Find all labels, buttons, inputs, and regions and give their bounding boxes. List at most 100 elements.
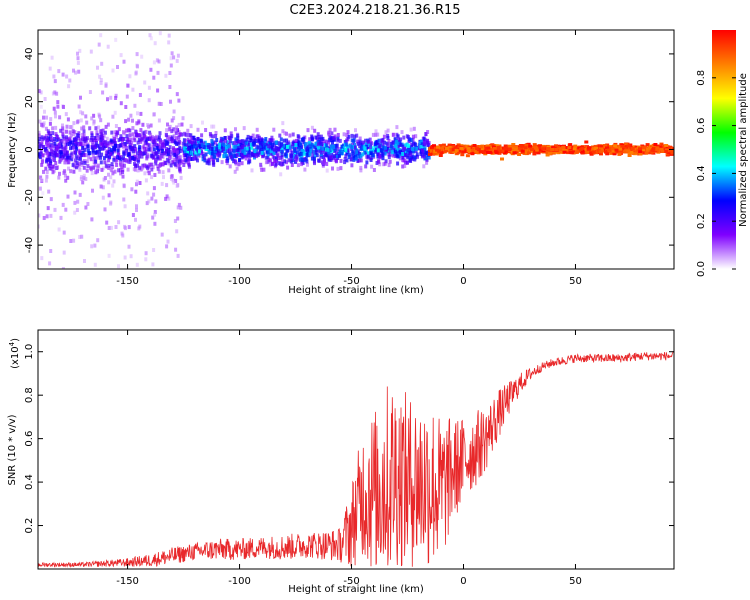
spectrogram-cell [248, 150, 252, 155]
spectrogram-cell [194, 156, 197, 161]
spectrogram-cell [169, 56, 173, 61]
spectrogram-cell [593, 144, 598, 148]
spectrogram-cell [204, 128, 208, 132]
spectrogram-cell [70, 157, 74, 162]
spectrogram-cell [125, 134, 129, 139]
spectrogram-cell [152, 60, 156, 65]
spectrogram-cell [315, 153, 319, 158]
spectrogram-cell [332, 145, 335, 149]
spectrogram-cell [71, 129, 75, 134]
spectrogram-cell [424, 150, 428, 155]
spectrogram-cell [426, 130, 430, 134]
spectrogram-cell [167, 40, 171, 45]
spectrogram-cell [116, 152, 120, 157]
spectrogram-cell [100, 141, 104, 146]
spectrogram-cell [609, 151, 614, 155]
spectrogram-cell [95, 169, 99, 174]
spectrogram-cell [221, 142, 225, 147]
spectrogram-cell [517, 146, 522, 150]
spectrogram-cell [80, 126, 84, 131]
spectrogram-cell [481, 151, 486, 154]
spectrogram-cell [179, 175, 183, 180]
spectrogram-cell [138, 181, 142, 185]
snr-multiplier-close: ) [10, 338, 21, 342]
spectrogram-cell [156, 88, 160, 93]
spectrogram-cell [368, 137, 372, 142]
spectrogram-cell [429, 146, 434, 150]
spectrogram-cell [149, 132, 153, 137]
spectrogram-cell [167, 33, 171, 38]
spectrogram-cell [668, 145, 673, 149]
spectrogram-cell [174, 127, 178, 132]
spectrogram-cell [638, 150, 643, 154]
spectrogram-cell [174, 131, 178, 136]
spectrogram-cell [59, 151, 63, 156]
spectrogram-cell [46, 162, 50, 167]
spectrogram-cell [264, 155, 268, 160]
spectrogram-cell [182, 163, 186, 167]
spectrogram-cell [132, 167, 136, 172]
spectrogram-cell [181, 159, 185, 164]
spectrogram-cell [644, 147, 649, 151]
spectrogram-cell [524, 151, 529, 155]
spectrogram-cell [128, 159, 132, 164]
spectrogram-cell [366, 154, 370, 159]
spectrogram-cell [338, 150, 342, 154]
spectrogram-cell [177, 122, 181, 127]
spectrogram-cell [64, 112, 68, 117]
spectrogram-cell [97, 136, 101, 141]
spectrogram-cell [210, 151, 214, 156]
spectrogram-cell [669, 149, 674, 153]
spectrogram-cell [49, 151, 53, 156]
spectrogram-cell [178, 132, 182, 137]
spectrogram-cell [122, 197, 126, 202]
spectrogram-cell [420, 148, 424, 153]
spectrogram-cell [299, 151, 303, 156]
spectrogram-cell [50, 166, 54, 171]
spectrogram-cell [173, 280, 176, 284]
spectrogram-cell [283, 131, 287, 136]
spectrogram-cell [403, 153, 407, 157]
spectrogram-cell [57, 137, 61, 142]
spectrogram-cell [54, 161, 58, 166]
spectrogram-cell [165, 135, 169, 140]
spectrogram-cell [106, 97, 109, 102]
spectrogram-cell [140, 54, 144, 59]
spectrogram-cell [57, 175, 61, 180]
spectrogram-cell [49, 155, 53, 160]
spectrogram-cell [135, 52, 139, 57]
spectrogram-cell [69, 133, 73, 138]
spectrogram-cell [137, 120, 141, 125]
spectrogram-cell [38, 186, 42, 191]
spectrogram-cell [69, 169, 73, 174]
spectrogram-cell [46, 138, 49, 143]
spectrogram-cell [110, 130, 114, 135]
spectrogram-cell [160, 181, 164, 186]
spectrogram-cell [175, 229, 179, 234]
spectrogram-cell [152, 248, 156, 252]
spectrogram-cell [49, 131, 53, 136]
spectrogram-cell [176, 141, 180, 146]
spectrogram-cell [139, 111, 143, 116]
spectrogram-cell [38, 89, 41, 93]
spectrogram-cell [59, 128, 63, 133]
spectrogram-cell [176, 253, 180, 258]
spectrogram-cell [379, 148, 383, 153]
spectrogram-cell [48, 66, 52, 71]
spectrogram-cell [119, 155, 123, 160]
spectrogram-cell [342, 132, 346, 137]
spectrogram-cell [167, 168, 171, 173]
spectrogram-cell [214, 140, 218, 145]
spectrogram-cell [130, 141, 134, 146]
spectrogram-cell [114, 96, 118, 100]
spectrogram-cell [176, 205, 180, 210]
spectrogram-cell [374, 141, 378, 146]
spectrogram-cell [420, 139, 423, 144]
spectrogram-cell [340, 144, 344, 149]
spectrogram-cell [71, 140, 75, 145]
spectrogram-cell [173, 140, 177, 145]
spectrogram-cell [158, 156, 162, 161]
spectrogram-cell [346, 137, 350, 142]
spectrogram-cell [124, 119, 128, 124]
spectrogram-cell [496, 147, 501, 151]
